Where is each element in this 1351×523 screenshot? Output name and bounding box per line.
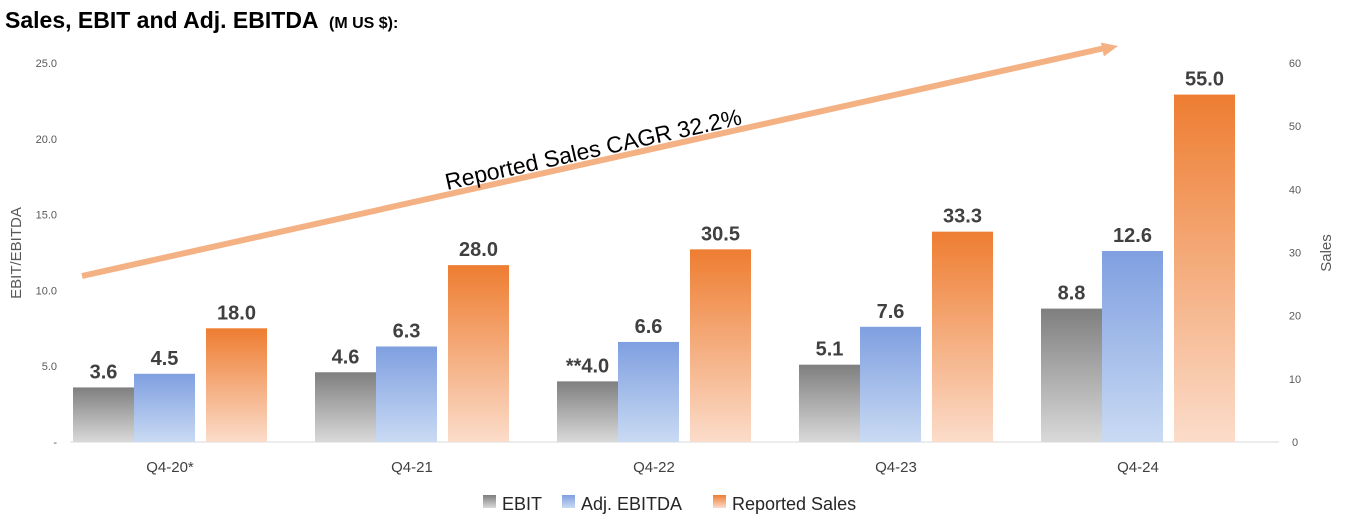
cagr-arrow	[81, 42, 1118, 279]
legend-label-reported-sales: Reported Sales	[732, 494, 856, 514]
legend-swatch-reported-sales	[713, 495, 726, 508]
bar-ebit-q4-24	[1041, 308, 1102, 442]
data-label-adj-ebitda: 6.3	[393, 320, 421, 342]
right-tick-label: 40	[1289, 184, 1301, 196]
data-label-ebit: 3.6	[90, 361, 118, 383]
data-label-reported-sales: 33.3	[943, 206, 982, 228]
left-axis-ticks: - 5.0 10.0 15.0 20.0 25.0	[36, 58, 58, 449]
left-tick-label: -	[53, 437, 57, 449]
legend-label-adj-ebitda: Adj. EBITDA	[581, 494, 682, 514]
right-axis-ticks: 0 10 20 30 40 50 60	[1289, 58, 1301, 449]
category-label: Q4-20*	[146, 459, 194, 476]
bar-ebit-q4-21	[315, 372, 376, 442]
bar-adj-ebitda-q4-24	[1102, 250, 1163, 442]
right-tick-label: 50	[1289, 121, 1301, 133]
category-label: Q4-23	[875, 459, 917, 476]
data-label-adj-ebitda: 6.6	[635, 316, 663, 338]
data-label-reported-sales: 28.0	[459, 239, 498, 261]
left-tick-label: 10.0	[36, 285, 57, 297]
cagr-annotation: Reported Sales CAGR 32.2%	[443, 104, 744, 195]
data-label-adj-ebitda: 7.6	[877, 301, 905, 323]
data-labels: 3.6 4.6 **4.0 5.1 8.8 4.5 6.3 6.6 7.6 12.6 18.0 28.…	[90, 69, 1224, 384]
bar-adj-ebitda-q4-22	[618, 341, 679, 442]
bar-adj-ebitda-q4-23	[860, 326, 921, 442]
right-tick-label: 20	[1289, 311, 1301, 323]
bar-ebit-q4-23	[799, 364, 860, 442]
right-tick-label: 30	[1289, 248, 1301, 260]
bar-adj-ebitda-q4-20	[134, 373, 195, 442]
left-tick-label: 20.0	[36, 134, 57, 146]
left-tick-label: 5.0	[42, 361, 57, 373]
bar-reported-sales-q4-22	[690, 249, 751, 442]
data-label-reported-sales: 18.0	[217, 302, 256, 324]
left-tick-label: 15.0	[36, 210, 57, 222]
right-axis-title: Sales	[1318, 234, 1335, 272]
bar-adj-ebitda-q4-21	[376, 346, 437, 442]
chart-title-main: Sales, EBIT and Adj. EBITDA	[5, 7, 319, 33]
category-labels: Q4-20* Q4-21 Q4-22 Q4-23 Q4-24	[146, 459, 1159, 476]
right-tick-label: 0	[1292, 437, 1298, 449]
data-label-ebit: **4.0	[566, 355, 609, 377]
chart-title-unit: (M US $):	[329, 15, 398, 32]
bar-reported-sales-q4-23	[932, 231, 993, 442]
bar-reported-sales-q4-20	[206, 328, 267, 442]
cagr-arrow-head	[1100, 42, 1118, 57]
bar-ebit-q4-22	[557, 381, 618, 442]
data-label-reported-sales: 30.5	[701, 223, 740, 245]
left-axis-title: EBIT/EBITDA	[8, 207, 25, 299]
data-label-ebit: 4.6	[332, 346, 360, 368]
category-label: Q4-24	[1117, 459, 1159, 476]
bar-reported-sales-q4-21	[448, 265, 509, 442]
cagr-arrow-line	[81, 45, 1106, 279]
legend: EBIT Adj. EBITDA Reported Sales	[483, 494, 856, 514]
bar-ebit-q4-20	[73, 387, 134, 442]
data-label-ebit: 8.8	[1058, 283, 1086, 305]
category-label: Q4-21	[391, 459, 433, 476]
legend-label-ebit: EBIT	[502, 494, 542, 514]
right-tick-label: 10	[1289, 374, 1301, 386]
bar-reported-sales-q4-24	[1174, 94, 1235, 442]
category-label: Q4-22	[633, 459, 675, 476]
bars	[73, 94, 1235, 442]
legend-swatch-adj-ebitda	[562, 495, 575, 508]
legend-swatch-ebit	[483, 495, 496, 508]
data-label-adj-ebitda: 12.6	[1113, 225, 1152, 247]
data-label-ebit: 5.1	[816, 339, 844, 361]
left-tick-label: 25.0	[36, 58, 57, 70]
data-label-reported-sales: 55.0	[1185, 69, 1224, 91]
right-tick-label: 60	[1289, 58, 1301, 70]
chart-title: Sales, EBIT and Adj. EBITDA (M US $):	[5, 7, 398, 33]
data-label-adj-ebitda: 4.5	[151, 348, 179, 370]
